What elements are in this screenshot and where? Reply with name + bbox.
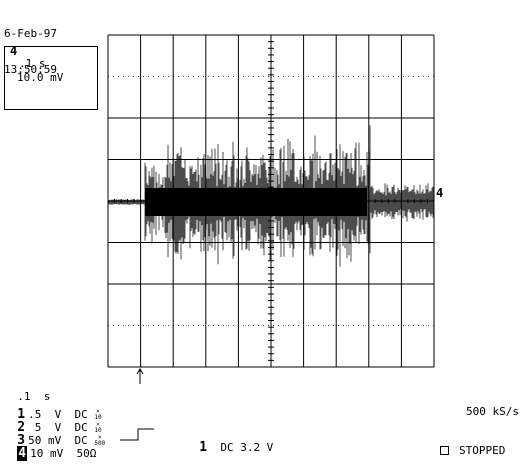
up-arrow-icon	[136, 368, 144, 384]
acquisition-status: STOPPED	[440, 444, 505, 457]
channel-number: 1	[17, 407, 26, 422]
waveform-trace	[107, 125, 435, 267]
channel-volts: 10 mV	[30, 447, 64, 460]
trigger-channel: 1	[199, 440, 208, 455]
channel-coupling: 50Ω	[76, 447, 97, 460]
channel-volts: 5 V	[28, 421, 62, 434]
trigger-setting: 1 DC 3.2 V	[186, 430, 273, 454]
channel-number: 2	[17, 420, 26, 435]
channel-3-settings: 3 50 mV DC × 500	[4, 420, 105, 448]
probe-ratio: × 500	[94, 434, 106, 447]
channel-coupling: DC	[74, 421, 88, 434]
zoom-volts: 10.0 mV	[17, 71, 64, 84]
channel-1-settings: 1.5 V DC × 10	[4, 394, 102, 422]
timebase-value: .1 s	[17, 390, 51, 403]
rising-edge-icon	[120, 428, 154, 441]
channel-2-settings: 2 5 V DC × 10	[4, 407, 102, 435]
trigger-level: DC 3.2 V	[220, 441, 274, 454]
waveform-core	[145, 188, 367, 216]
date-label: 6-Feb-97	[4, 27, 57, 40]
checkbox-icon	[440, 446, 449, 455]
status-label: STOPPED	[459, 444, 506, 457]
channel-coupling: DC	[74, 408, 88, 421]
probe-ratio: × 10	[94, 408, 102, 421]
channel-4-settings: 4 10 mV 50Ω	[4, 433, 96, 461]
zoom-info-box: 4 .1 s 10.0 mV	[4, 44, 98, 110]
channel-coupling: DC	[74, 434, 88, 447]
zoom-channel-badge: 4	[10, 44, 18, 58]
channel-number: 4	[17, 446, 28, 461]
channel-volts: 50 mV	[28, 434, 62, 447]
channel-volts: .5 V	[28, 408, 62, 421]
channel-number: 3	[17, 433, 26, 448]
channel-4-marker: 4	[436, 186, 443, 200]
sample-rate: 500 kS/s	[466, 405, 519, 418]
timebase-setting: .1 s	[4, 377, 50, 403]
time-label: 13:50:59	[4, 63, 57, 76]
zoom-timebase: .1 s	[19, 57, 46, 70]
timestamp: 6-Feb-97 13:50:59	[4, 4, 57, 88]
probe-ratio: × 10	[94, 421, 102, 434]
